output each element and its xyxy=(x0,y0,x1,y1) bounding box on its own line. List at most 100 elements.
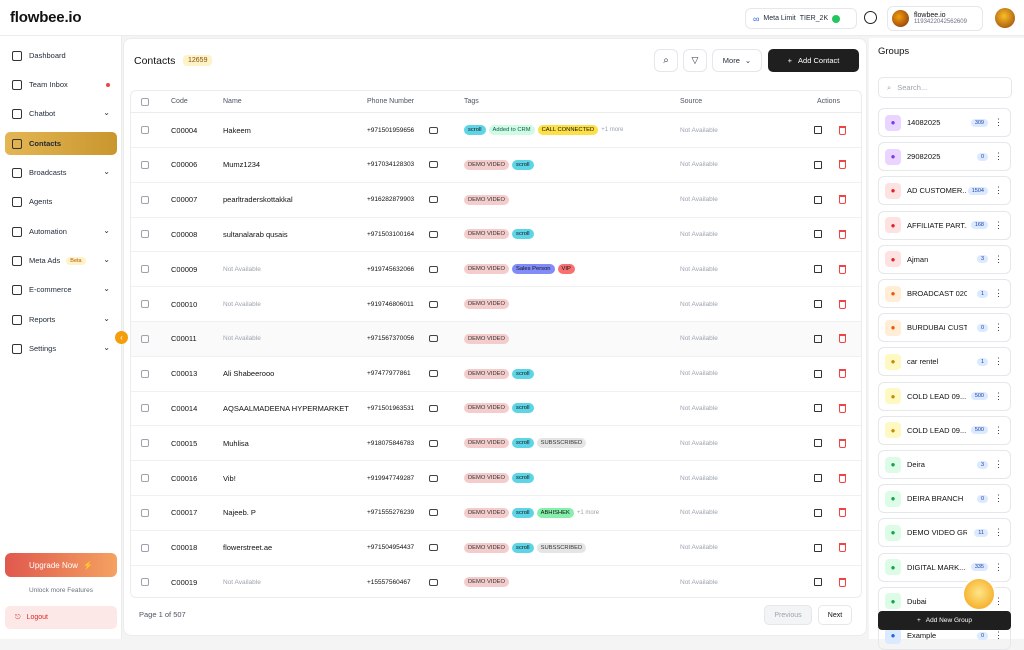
edit-icon[interactable] xyxy=(814,426,822,460)
more-vertical-icon[interactable]: ⋮ xyxy=(994,424,1003,435)
delete-icon[interactable] xyxy=(839,252,846,286)
app-logo[interactable]: flowbee.io xyxy=(10,9,82,26)
group-item[interactable]: ● DEIRA BRANCH 0 ⋮ xyxy=(878,484,1011,514)
account-switcher[interactable]: flowbee.io 1193422042562609 xyxy=(887,6,983,31)
checkbox[interactable] xyxy=(141,300,149,308)
table-row[interactable]: C00014 AQSAALMADEENA HYPERMARKET +971501… xyxy=(131,391,861,427)
more-vertical-icon[interactable]: ⋮ xyxy=(994,527,1003,538)
more-vertical-icon[interactable]: ⋮ xyxy=(994,390,1003,401)
group-item[interactable]: ● 14082025 309 ⋮ xyxy=(878,108,1011,137)
delete-icon[interactable] xyxy=(839,217,846,251)
group-item[interactable]: ● AFFILIATE PART... 168 ⋮ xyxy=(878,210,1011,240)
more-vertical-icon[interactable]: ⋮ xyxy=(994,630,1003,640)
delete-icon[interactable] xyxy=(839,148,846,182)
chat-icon[interactable] xyxy=(429,148,438,182)
search-button[interactable]: ⌕ xyxy=(654,49,678,72)
globe-icon[interactable] xyxy=(864,11,877,24)
sidebar-item-dashboard[interactable]: Dashboard xyxy=(5,44,117,67)
chat-icon[interactable] xyxy=(429,183,438,217)
group-item[interactable]: ● COLD LEAD 09... 500 ⋮ xyxy=(878,381,1011,411)
next-page-button[interactable]: Next xyxy=(818,605,852,625)
group-item[interactable]: ● 29082025 0 ⋮ xyxy=(878,142,1011,172)
group-item[interactable]: ● DEMO VIDEO GR... 11 ⋮ xyxy=(878,518,1011,548)
table-row[interactable]: C00018 flowerstreet.ae +971504954437 DEM… xyxy=(131,531,861,566)
checkbox[interactable] xyxy=(141,508,149,517)
delete-icon[interactable] xyxy=(839,357,846,391)
meta-limit-indicator[interactable]: ∞ Meta Limit TIER_2K xyxy=(745,8,857,29)
group-item[interactable]: ● Deira 3 ⋮ xyxy=(878,450,1011,479)
table-row[interactable]: C00006 Mumz1234 +917034128303 DEMO VIDEO… xyxy=(131,148,861,183)
sidebar-item-automation[interactable]: Automation ⌄ xyxy=(5,220,117,243)
group-item[interactable]: ● BROADCAST 020... 1 ⋮ xyxy=(878,279,1011,308)
more-tags-link[interactable]: +1 more xyxy=(601,127,624,133)
chat-icon[interactable] xyxy=(429,357,438,391)
edit-icon[interactable] xyxy=(814,531,822,565)
checkbox[interactable] xyxy=(141,578,149,587)
checkbox[interactable] xyxy=(141,160,149,169)
chat-icon[interactable] xyxy=(429,531,438,565)
table-row[interactable]: C00019 Not Available +15557560467 DEMO V… xyxy=(131,565,861,597)
sidebar-item-ecommerce[interactable]: E-commerce ⌄ xyxy=(5,278,117,301)
chat-icon[interactable] xyxy=(429,287,438,321)
table-row[interactable]: C00017 Najeeb. P +971555276239 DEMO VIDE… xyxy=(131,496,861,531)
edit-icon[interactable] xyxy=(814,217,822,251)
chat-icon[interactable] xyxy=(429,252,438,286)
more-vertical-icon[interactable]: ⋮ xyxy=(994,253,1003,264)
checkbox[interactable] xyxy=(141,439,149,448)
table-row[interactable]: C00009 Not Available +919745632066 DEMO … xyxy=(131,252,861,288)
table-row[interactable]: C00015 Muhlisa +918075846783 DEMO VIDEO s… xyxy=(131,426,861,462)
previous-page-button[interactable]: Previous xyxy=(764,605,812,625)
group-item[interactable]: ● COLD LEAD 09... 500 ⋮ xyxy=(878,415,1011,445)
checkbox[interactable] xyxy=(141,404,149,413)
edit-icon[interactable] xyxy=(814,322,822,356)
user-avatar[interactable] xyxy=(995,8,1015,28)
sidebar-item-agents[interactable]: Agents xyxy=(5,190,117,213)
more-vertical-icon[interactable]: ⋮ xyxy=(994,185,1003,196)
table-row[interactable]: C00016 Vib! +919947749287 DEMO VIDEO scro… xyxy=(131,461,861,496)
table-row[interactable]: C00010 Not Available +919746806011 DEMO … xyxy=(131,287,861,322)
delete-icon[interactable] xyxy=(839,287,846,321)
delete-icon[interactable] xyxy=(839,183,846,217)
checkbox[interactable] xyxy=(141,97,149,106)
delete-icon[interactable] xyxy=(839,426,846,460)
table-row[interactable]: C00004 Hakeem +971501959656 scroll Added … xyxy=(131,113,861,148)
group-item[interactable]: ● BURDUBAI CUST... 0 ⋮ xyxy=(878,313,1011,343)
chat-icon[interactable] xyxy=(429,565,438,597)
table-row[interactable]: C00008 sultanalarab qusais +971503100164… xyxy=(131,217,861,253)
checkbox[interactable] xyxy=(141,195,149,204)
group-item[interactable]: ● AD CUSTOMER... 1504 ⋮ xyxy=(878,176,1011,206)
upgrade-button[interactable]: Upgrade Now ⚡ xyxy=(5,553,117,577)
sidebar-item-settings[interactable]: Settings ⌄ xyxy=(5,337,117,360)
delete-icon[interactable] xyxy=(839,496,846,530)
more-vertical-icon[interactable]: ⋮ xyxy=(994,117,1003,127)
edit-icon[interactable] xyxy=(814,287,822,321)
delete-icon[interactable] xyxy=(839,322,846,356)
collapse-sidebar-icon[interactable]: ‹ xyxy=(115,331,128,344)
sidebar-item-meta-ads[interactable]: Meta Ads Beta ⌄ xyxy=(5,249,117,272)
sidebar-item-chatbot[interactable]: Chatbot ⌄ xyxy=(5,102,117,125)
groups-search-input[interactable]: ⌕ Search... xyxy=(878,77,1012,98)
add-new-group-button[interactable]: + Add New Group xyxy=(878,611,1011,630)
sidebar-item-team-inbox[interactable]: Team Inbox xyxy=(5,73,117,96)
chat-icon[interactable] xyxy=(429,113,438,147)
table-row[interactable]: C00011 Not Available +971567370056 DEMO … xyxy=(131,321,861,357)
more-vertical-icon[interactable]: ⋮ xyxy=(994,561,1003,572)
sidebar-item-reports[interactable]: Reports ⌄ xyxy=(5,308,117,331)
delete-icon[interactable] xyxy=(839,531,846,565)
column-header-code[interactable]: Code xyxy=(171,98,188,105)
more-vertical-icon[interactable]: ⋮ xyxy=(994,459,1003,469)
more-vertical-icon[interactable]: ⋮ xyxy=(994,322,1003,333)
column-header-name[interactable]: Name xyxy=(223,98,242,105)
column-header-phone[interactable]: Phone Number xyxy=(367,98,415,105)
checkbox[interactable] xyxy=(141,474,149,482)
edit-icon[interactable] xyxy=(814,148,822,182)
edit-icon[interactable] xyxy=(814,252,822,286)
edit-icon[interactable] xyxy=(814,565,822,597)
delete-icon[interactable] xyxy=(839,461,846,495)
select-all-checkbox[interactable] xyxy=(141,91,149,112)
edit-icon[interactable] xyxy=(814,183,822,217)
checkbox[interactable] xyxy=(141,230,149,239)
delete-icon[interactable] xyxy=(839,391,846,425)
more-vertical-icon[interactable]: ⋮ xyxy=(994,356,1003,367)
sidebar-item-broadcasts[interactable]: Broadcasts ⌄ xyxy=(5,161,117,184)
